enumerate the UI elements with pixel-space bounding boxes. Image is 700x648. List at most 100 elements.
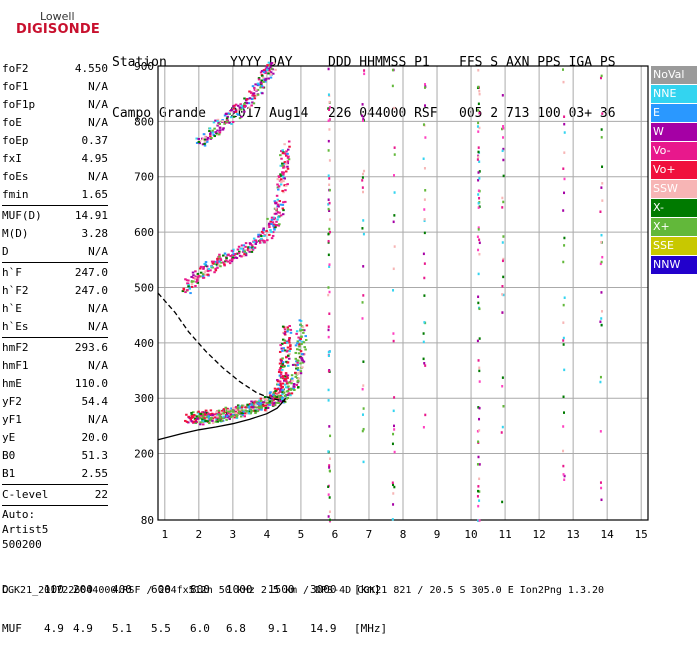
echo-point xyxy=(228,121,231,124)
echo-point xyxy=(278,211,281,214)
echo-point xyxy=(287,338,291,341)
echo-point xyxy=(282,180,285,183)
echo-point xyxy=(275,224,278,227)
param-row: hmF2 293.6 xyxy=(2,339,108,357)
echo-point xyxy=(191,271,195,274)
interference-echo xyxy=(362,117,365,120)
echo-point xyxy=(216,414,219,417)
autoscaling-label: Auto: xyxy=(2,508,36,521)
interference-echo xyxy=(423,321,426,324)
echo-point xyxy=(202,423,205,426)
interference-echo xyxy=(392,339,395,343)
echo-point xyxy=(263,241,266,244)
echo-point xyxy=(223,263,226,266)
echo-point xyxy=(222,415,225,418)
echo-point xyxy=(217,133,221,136)
interference-echo xyxy=(328,312,331,315)
echo-point xyxy=(285,341,289,344)
interference-echo xyxy=(327,198,330,201)
param-value: 4.95 xyxy=(81,152,109,165)
echo-point xyxy=(189,292,192,295)
param-row: fmin 1.65 xyxy=(2,186,108,204)
echo-point xyxy=(190,411,193,414)
echo-point xyxy=(264,80,267,83)
echo-point xyxy=(217,409,221,412)
echo-point xyxy=(194,414,197,417)
echo-point xyxy=(273,387,277,390)
interference-echo xyxy=(601,199,604,202)
interference-echo xyxy=(328,183,331,187)
interference-echo xyxy=(328,201,331,205)
echo-point xyxy=(282,201,285,204)
echo-point xyxy=(264,67,268,70)
echo-point xyxy=(238,117,242,120)
echo-point xyxy=(201,419,205,422)
echo-point xyxy=(243,250,247,253)
param-name: h`E xyxy=(2,302,22,315)
hdr-station-label: Station xyxy=(112,55,167,70)
interference-echo xyxy=(477,202,480,205)
echo-point xyxy=(193,417,197,420)
interference-echo xyxy=(478,380,481,383)
echo-point xyxy=(261,74,264,77)
param-row: foF1 N/A xyxy=(2,78,108,96)
interference-echo xyxy=(423,86,426,89)
echo-point xyxy=(203,142,206,145)
echo-point xyxy=(278,384,282,387)
echo-point xyxy=(202,133,206,136)
interference-echo xyxy=(327,450,330,453)
param-row: MUF(D) 14.91 xyxy=(2,207,108,225)
echo-point xyxy=(252,241,256,244)
interference-echo xyxy=(327,139,330,143)
echo-point xyxy=(281,362,284,365)
echo-point xyxy=(284,200,287,203)
echo-point xyxy=(197,275,201,278)
echo-point xyxy=(216,257,219,260)
echo-point xyxy=(237,410,241,413)
interference-echo xyxy=(501,196,504,200)
digisonde-logo: Lowell DIGISONDE xyxy=(2,10,102,40)
param-name: hmF1 xyxy=(2,359,29,372)
interference-echo xyxy=(362,219,365,222)
echo-point xyxy=(190,420,193,423)
interference-echo xyxy=(502,257,505,261)
interference-echo xyxy=(477,69,480,72)
interference-echo xyxy=(391,481,394,484)
interference-echo xyxy=(327,325,330,328)
interference-echo xyxy=(392,432,395,436)
echo-point xyxy=(238,106,242,109)
param-name: hmF2 xyxy=(2,341,29,354)
echo-point xyxy=(276,203,280,206)
interference-echo xyxy=(500,431,503,434)
echo-point xyxy=(218,126,222,129)
interference-echo xyxy=(563,244,566,247)
echo-point xyxy=(294,371,297,374)
echo-point xyxy=(238,405,242,408)
param-name: foF1 xyxy=(2,80,29,93)
interference-echo xyxy=(562,339,565,342)
echo-point xyxy=(282,173,285,176)
echo-point xyxy=(267,222,271,225)
interference-echo xyxy=(327,253,330,257)
interference-echo xyxy=(501,206,504,209)
interference-echo xyxy=(502,275,505,279)
echo-point xyxy=(251,85,255,88)
echo-point xyxy=(280,342,284,345)
echo-point xyxy=(210,260,214,263)
interference-echo xyxy=(600,136,603,139)
param-name: yE xyxy=(2,431,16,444)
echo-point xyxy=(289,348,292,351)
echo-point xyxy=(292,382,296,385)
table-cell: [MHz] xyxy=(354,622,388,635)
echo-point xyxy=(267,61,271,64)
echo-point xyxy=(202,265,205,268)
echo-point xyxy=(285,356,288,359)
y-tick-label: 400 xyxy=(134,337,154,350)
scaled-parameters-panel: foF2 4.550 foF1 N/A foF1p N/A foE N/A foEp 0.37 fx… xyxy=(2,60,108,552)
echo-point xyxy=(233,110,236,113)
y-tick-label: 800 xyxy=(134,115,154,128)
echo-point xyxy=(267,67,271,70)
interference-echo xyxy=(599,380,602,384)
param-row: foF1p N/A xyxy=(2,96,108,114)
interference-echo xyxy=(478,170,481,173)
